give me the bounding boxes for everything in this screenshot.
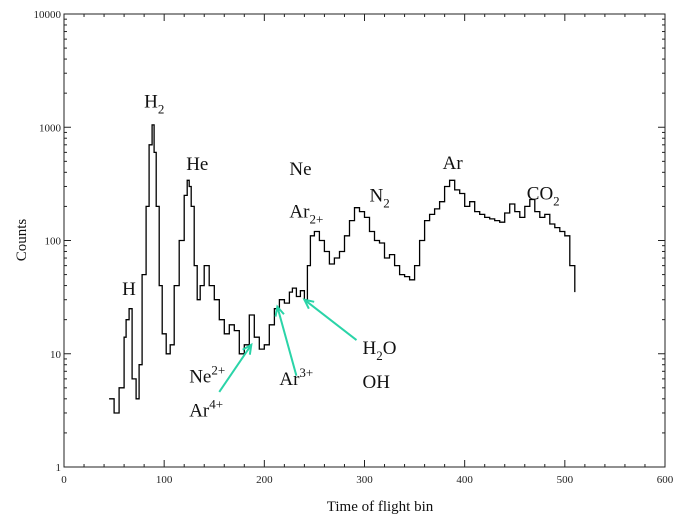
peak-label: He xyxy=(186,154,208,175)
x-tick-label: 500 xyxy=(557,474,574,486)
peak-label: CO2 xyxy=(527,184,560,209)
peak-label: Ar2+ xyxy=(289,201,323,226)
x-tick-label: 400 xyxy=(456,474,473,486)
y-axis-label: Counts xyxy=(14,219,30,262)
annotation-arrowhead xyxy=(302,298,315,310)
peak-label: N2 xyxy=(370,186,390,211)
peak-label: Ne2+ xyxy=(189,362,225,387)
x-tick-label: 0 xyxy=(61,474,67,486)
y-tick-label: 1000 xyxy=(39,122,62,134)
y-tick-label: 10 xyxy=(50,349,62,361)
series-layer xyxy=(109,124,576,414)
annotation-arrow xyxy=(276,306,298,376)
x-tick-label: 600 xyxy=(657,474,674,486)
tick-labels: 0 100 200 300 400 500 600 1 10 100 1000 10000 xyxy=(34,9,674,486)
peak-label: H2 xyxy=(144,91,164,116)
x-tick-label: 100 xyxy=(156,474,173,486)
peak-label: Ar xyxy=(443,153,464,174)
annotation-arrow xyxy=(218,344,253,393)
peak-label: H xyxy=(122,279,136,300)
x-tick-label: 300 xyxy=(356,474,373,486)
arrows-layer xyxy=(218,298,358,393)
plot-frame xyxy=(63,13,666,468)
y-tick-label: 1 xyxy=(56,462,62,474)
annotation-arrow xyxy=(303,298,358,341)
x-tick-label: 200 xyxy=(256,474,273,486)
peak-label: OH xyxy=(362,372,390,393)
y-tick-label: 10000 xyxy=(34,9,62,21)
annotations-layer: H H2 He Ne Ar2+ N2 Ar CO2 Ne2+ Ar4+ Ar3+ H2O OH xyxy=(122,91,560,421)
peak-label: H2O xyxy=(362,338,396,363)
x-axis-label: Time of flight bin xyxy=(327,499,434,515)
peak-label: Ar3+ xyxy=(279,365,313,390)
peak-label: Ne xyxy=(289,159,311,180)
annotation-arrowhead xyxy=(242,342,253,355)
axis-ticks xyxy=(63,13,666,468)
y-tick-label: 100 xyxy=(45,236,62,248)
peak-label: Ar4+ xyxy=(189,396,223,421)
series-line xyxy=(109,124,576,414)
annotation-arrowhead xyxy=(274,304,285,317)
